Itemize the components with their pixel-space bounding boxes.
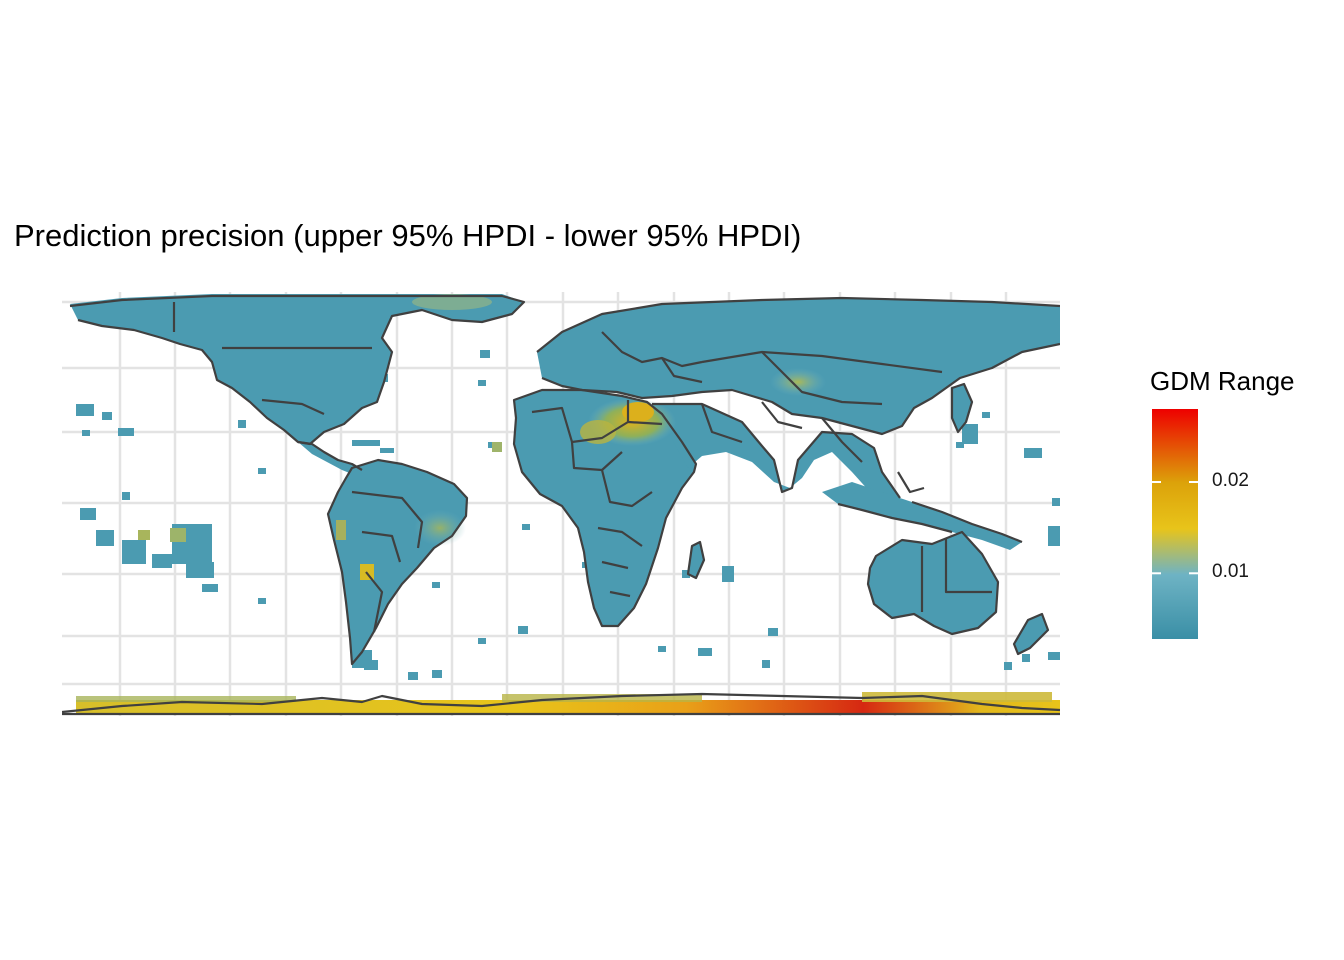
legend-colorbar — [1152, 409, 1198, 639]
land-cells — [70, 294, 1060, 680]
legend-tick-label: 0.02 — [1212, 470, 1249, 492]
country-borders — [62, 294, 1060, 716]
legend-title: GDM Range — [1150, 366, 1295, 396]
plot-title: Prediction precision (upper 95% HPDI - l… — [14, 218, 802, 253]
legend-tick-label: 0.01 — [1212, 561, 1249, 583]
map-panel — [62, 292, 1060, 716]
